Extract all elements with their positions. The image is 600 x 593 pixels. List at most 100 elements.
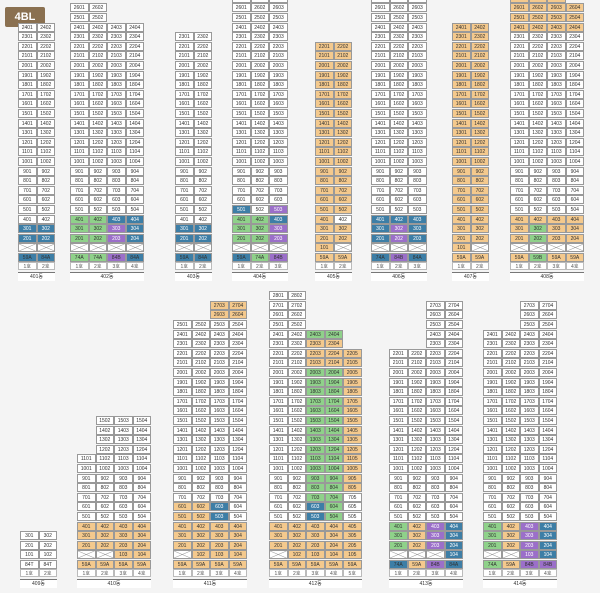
- unit-cell: 1405: [343, 425, 362, 435]
- unit-cell: 2801: [269, 291, 288, 301]
- unit-cell: 1502: [287, 416, 306, 425]
- unit-cell: 904: [444, 473, 463, 483]
- unit-cell: 403: [114, 521, 133, 531]
- unit-cell: 1504: [132, 416, 151, 425]
- unit-cell: 303: [520, 531, 539, 541]
- unit-cell: 1901: [18, 70, 37, 80]
- unit-cell: 1604: [228, 406, 247, 416]
- unit-type-label: 59A: [315, 253, 334, 262]
- unit-cell: 1104: [125, 147, 144, 157]
- line-label: 4호: [132, 569, 151, 577]
- unit-cell: 802: [501, 483, 520, 493]
- unit-cell: 403: [426, 521, 445, 531]
- unit-type-label: 59A: [95, 560, 114, 569]
- unit-cell: 1803: [547, 80, 566, 90]
- unit-cell: 1302: [95, 435, 114, 445]
- unit-cell: 2404: [444, 329, 463, 339]
- unit-cell: 2302: [528, 32, 547, 42]
- unit-cell: 1802: [250, 80, 269, 90]
- unit-cell: 1003: [114, 464, 133, 473]
- unit-cell: 503: [520, 512, 539, 521]
- unit-cell: 2802: [287, 291, 306, 301]
- unit-cell: 504: [565, 205, 584, 214]
- unit-cell: 2401: [70, 22, 89, 32]
- unit-cell: 501: [232, 205, 251, 214]
- line-label: 3호: [408, 262, 427, 270]
- unit-cell: 1903: [107, 70, 126, 80]
- unit-cell: 1003: [408, 157, 427, 166]
- unit-cell: 2203: [408, 41, 427, 51]
- unit-cell: 1503: [107, 109, 126, 118]
- unit-cell: [232, 243, 251, 253]
- unit-cell: 503: [107, 205, 126, 214]
- unit-cell: 704: [538, 492, 557, 502]
- unit-cell: 1002: [95, 464, 114, 473]
- unit-cell: 2003: [426, 368, 445, 377]
- line-label: 1호: [232, 262, 251, 270]
- unit-cell: 204: [228, 540, 247, 550]
- unit-type-label: 59A: [333, 253, 352, 262]
- line-label: 4호: [444, 569, 463, 577]
- unit-cell: 1004: [565, 157, 584, 166]
- unit-cell: 2503: [426, 320, 445, 329]
- unit-cell: 303: [114, 531, 133, 541]
- unit-cell: 602: [95, 502, 114, 512]
- unit-type-label: 59A: [287, 560, 306, 569]
- unit-cell: 1201: [269, 444, 288, 454]
- unit-cell: 1102: [501, 454, 520, 464]
- unit-cell: 2202: [193, 41, 212, 51]
- unit-cell: 1702: [36, 89, 55, 99]
- unit-cell: 504: [324, 512, 343, 521]
- unit-cell: 2002: [191, 368, 210, 377]
- unit-cell: 1003: [269, 157, 288, 166]
- unit-cell: 1602: [250, 99, 269, 109]
- unit-cell: 702: [407, 492, 426, 502]
- unit-cell: 303: [306, 531, 325, 541]
- unit-cell: 502: [501, 512, 520, 521]
- unit-cell: 903: [520, 473, 539, 483]
- unit-cell: 703: [114, 492, 133, 502]
- unit-cell: 601: [18, 195, 37, 205]
- unit-cell: 604: [125, 195, 144, 205]
- unit-type-label: 59A: [470, 253, 489, 262]
- unit-cell: 1901: [173, 377, 192, 387]
- unit-cell: 901: [483, 473, 502, 483]
- unit-cell: 1101: [510, 147, 529, 157]
- unit-cell: 1402: [36, 118, 55, 128]
- unit-cell: 1604: [125, 99, 144, 109]
- unit-cell: 302: [193, 224, 212, 234]
- unit-cell: 1204: [538, 444, 557, 454]
- unit-cell: 1603: [306, 406, 325, 416]
- unit-cell: 1703: [210, 396, 229, 406]
- unit-cell: 2702: [250, 0, 269, 3]
- unit-cell: 2401: [371, 22, 390, 32]
- unit-cell: 801: [173, 483, 192, 493]
- unit-cell: 1401: [483, 425, 502, 435]
- unit-cell: 2403: [269, 22, 288, 32]
- unit-cell: 2203: [210, 348, 229, 358]
- unit-cell: 603: [210, 502, 229, 512]
- unit-cell: 1701: [269, 396, 288, 406]
- unit-cell: 1801: [483, 387, 502, 397]
- unit-cell: 2204: [324, 348, 343, 358]
- unit-cell: 1704: [125, 89, 144, 99]
- unit-cell: 1704: [565, 89, 584, 99]
- unit-cell: 204: [125, 233, 144, 243]
- unit-cell: 2403: [107, 22, 126, 32]
- unit-cell: 701: [173, 492, 192, 502]
- unit-cell: 1503: [269, 109, 288, 118]
- unit-cell: 2703: [269, 0, 288, 3]
- unit-cell: 701: [18, 185, 37, 195]
- unit-cell: 701: [315, 185, 334, 195]
- line-label: 1호: [371, 262, 390, 270]
- unit-type-label: 84A: [193, 253, 212, 262]
- unit-cell: 1302: [333, 128, 352, 138]
- unit-cell: 1601: [483, 406, 502, 416]
- unit-cell: 1904: [444, 377, 463, 387]
- unit-cell: 1202: [501, 444, 520, 454]
- unit-cell: 1301: [315, 128, 334, 138]
- unit-cell: 1703: [520, 396, 539, 406]
- unit-cell: 2701: [269, 300, 288, 310]
- unit-cell: 1401: [18, 118, 37, 128]
- unit-cell: 2601: [70, 3, 89, 13]
